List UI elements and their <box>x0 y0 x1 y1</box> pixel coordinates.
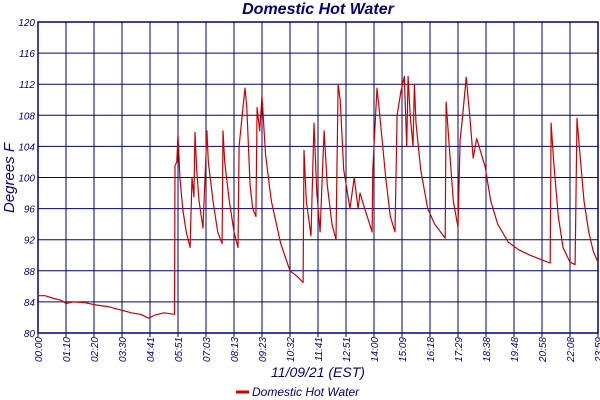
x-tick-label: 22:08 <box>566 337 577 363</box>
x-tick-label: 01:10 <box>62 337 73 362</box>
series-line-domestic-hot-water <box>38 75 599 319</box>
y-tick-label: 96 <box>24 205 36 216</box>
y-tick-label: 100 <box>18 174 35 185</box>
x-tick-label: 05:51 <box>174 337 185 362</box>
y-tick-label: 92 <box>24 236 36 247</box>
x-tick-label: 16:18 <box>426 337 437 362</box>
chart-title: Domestic Hot Water <box>242 1 395 18</box>
x-tick-label: 00:00 <box>34 337 45 362</box>
x-axis-label: 11/09/21 (EST) <box>271 364 365 380</box>
x-tick-label: 23:59 <box>594 337 600 363</box>
legend-label: Domestic Hot Water <box>252 385 360 399</box>
grid <box>37 21 599 337</box>
legend: Domestic Hot Water <box>236 385 360 399</box>
y-tick-label: 84 <box>24 298 36 309</box>
x-tick-label: 02:20 <box>90 337 101 362</box>
y-tick-label: 88 <box>24 267 36 278</box>
x-tick-label: 17:29 <box>454 337 465 362</box>
y-tick-label: 116 <box>19 49 35 60</box>
series-layer <box>38 75 599 319</box>
y-tick-label: 104 <box>18 142 35 153</box>
y-tick-labels: 80 84 88 92 96 100 104 108 112 116 120 <box>18 18 35 340</box>
x-tick-label: 08:13 <box>230 337 241 362</box>
x-tick-label: 04:41 <box>146 337 157 362</box>
y-tick-label: 108 <box>18 111 35 122</box>
x-tick-label: 03:30 <box>118 337 129 362</box>
x-tick-label: 15:09 <box>398 337 409 362</box>
x-tick-labels: 00:00 01:10 02:20 03:30 04:41 05:51 07:03 08:13… <box>34 337 600 363</box>
x-tick-label: 20:58 <box>538 337 549 363</box>
x-tick-label: 12:51 <box>342 337 353 362</box>
x-tick-label: 07:03 <box>202 337 213 362</box>
x-tick-label: 10:32 <box>286 337 297 362</box>
x-tick-label: 14:00 <box>370 337 381 362</box>
x-tick-label: 18:38 <box>482 337 493 362</box>
y-tick-label: 120 <box>18 18 35 29</box>
y-tick-label: 80 <box>24 329 36 340</box>
y-tick-label: 112 <box>19 80 35 91</box>
x-tick-label: 11:41 <box>314 337 325 361</box>
x-tick-label: 19:48 <box>510 337 521 362</box>
x-tick-label: 09:23 <box>258 337 269 362</box>
plot-border <box>37 21 599 334</box>
y-axis-label: Degrees F <box>1 142 18 213</box>
